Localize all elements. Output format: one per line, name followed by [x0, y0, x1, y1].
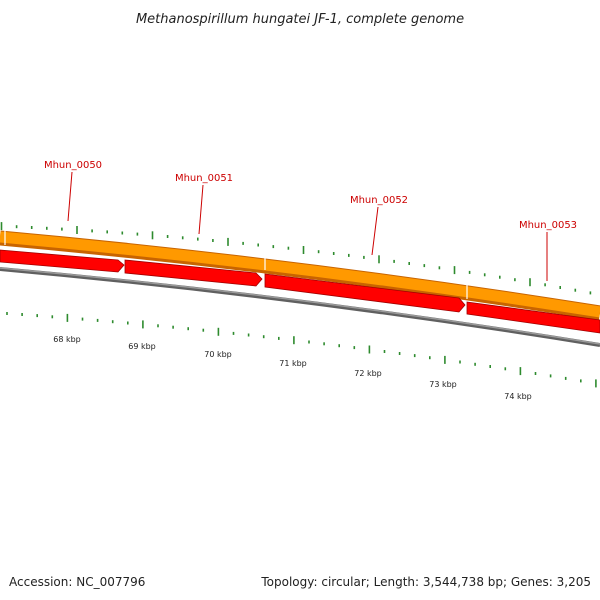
gene-arrow: [466, 301, 600, 334]
accession-text: Accession: NC_007796: [9, 575, 145, 589]
scale-label: 69 kbp: [128, 342, 156, 351]
gene-labels: Mhun_0050 Mhun_0051 Mhun_0052 Mhun_0053: [44, 160, 577, 281]
scale-label: 68 kbp: [53, 335, 81, 344]
gene-label: Mhun_0051: [175, 173, 233, 184]
genome-summary-text: Topology: circular; Length: 3,544,738 bp…: [260, 575, 591, 589]
scale-label: 72 kbp: [354, 369, 382, 378]
cds-track: [0, 230, 600, 321]
gene-arrow: [124, 259, 263, 287]
backbone: [0, 267, 600, 347]
gene-label: Mhun_0050: [44, 160, 102, 171]
gene-label: Mhun_0052: [350, 195, 408, 206]
gene-label-line: [198, 184, 204, 235]
gene-track: [0, 249, 600, 334]
cds-track-dividers: [4, 230, 468, 299]
inner-tick-track: [6, 312, 597, 388]
gene-arrow: [264, 273, 466, 313]
backbone-line-highlight: [0, 267, 600, 345]
gene-label-line: [67, 171, 73, 222]
scale-labels: 68 kbp 69 kbp 70 kbp 71 kbp 72 kbp 73 kb…: [53, 335, 532, 401]
scale-label: 73 kbp: [429, 380, 457, 389]
outer-tick-track: [0, 222, 592, 295]
gene-arrow: [0, 249, 125, 273]
gene-label: Mhun_0053: [519, 220, 577, 231]
scale-label: 70 kbp: [204, 350, 232, 359]
scale-label: 71 kbp: [279, 359, 307, 368]
gene-label-line: [371, 206, 379, 256]
map-title: Methanospirillum hungatei JF-1, complete…: [136, 12, 464, 27]
cds-track-fill: [0, 231, 600, 318]
backbone-line: [0, 267, 600, 347]
scale-label: 74 kbp: [504, 392, 532, 401]
